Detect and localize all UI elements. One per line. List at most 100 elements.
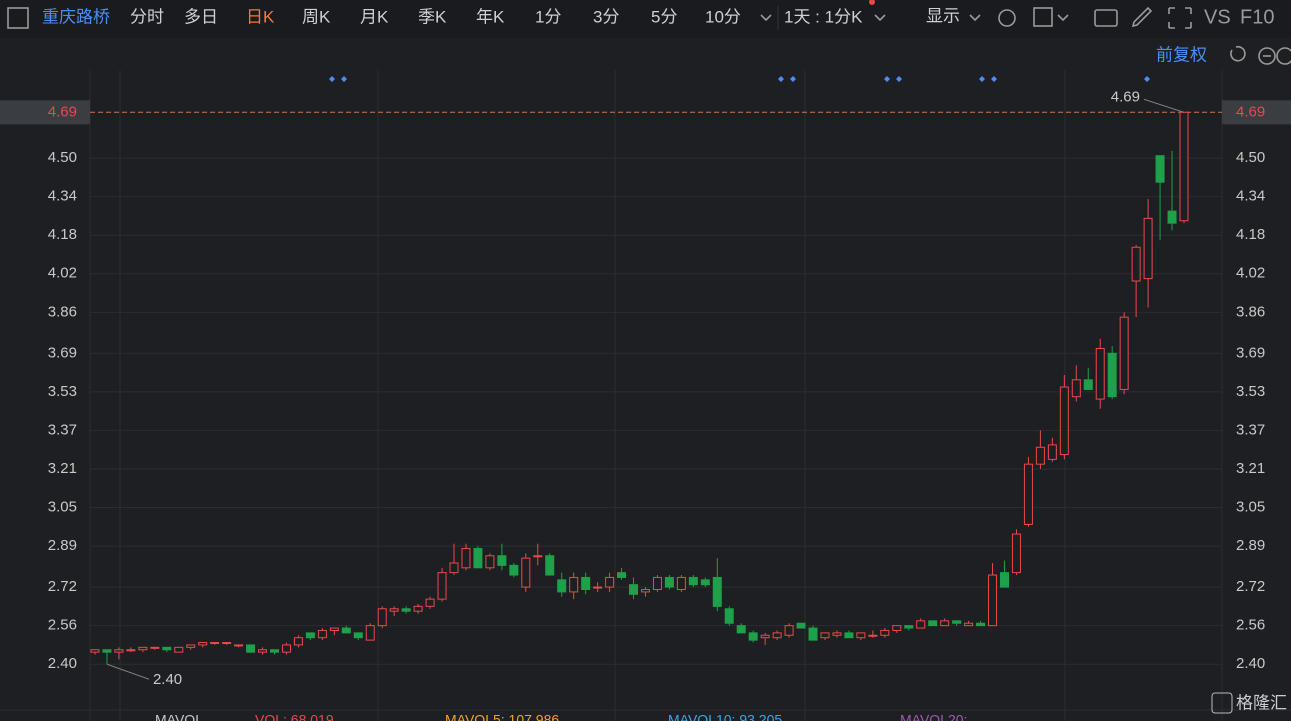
candle-body: [736, 625, 746, 634]
y-tick-label: 2.89: [48, 537, 77, 554]
y-tick-label: 4.02: [1236, 265, 1265, 282]
reset-icon[interactable]: [1230, 45, 1246, 62]
candle-body: [1143, 217, 1153, 280]
candle-body: [844, 632, 854, 639]
candle-body: [808, 627, 818, 641]
candle-body: [1119, 316, 1129, 390]
display[interactable]: 显示: [926, 6, 960, 25]
period[interactable]: 1天 : 1分K: [784, 7, 863, 26]
candle-body: [353, 632, 363, 639]
y-tick-label: 3.21: [48, 460, 77, 477]
chevron[interactable]: [874, 14, 886, 22]
candle-body: [664, 576, 674, 588]
y-tick-label: 4.34: [48, 188, 77, 205]
candle-body: [581, 576, 591, 590]
candle-body: [569, 576, 579, 593]
price-box: [1222, 100, 1291, 125]
candle-body: [150, 646, 160, 649]
candle-body: [102, 649, 112, 653]
candle-body: [928, 620, 938, 627]
candle-body: [365, 625, 375, 641]
candle-body: [1047, 444, 1057, 460]
candle-body: [509, 564, 519, 576]
candle-body: [880, 629, 890, 636]
tab[interactable]: 10分: [705, 7, 741, 26]
y-tick-label: 4.50: [48, 149, 77, 166]
candle-body: [293, 637, 303, 646]
candle-body: [317, 629, 327, 639]
tab[interactable]: 年K: [476, 7, 505, 26]
zoom-out-icon[interactable]: [1258, 47, 1276, 65]
annotation: 2.40: [153, 671, 182, 688]
candle-body: [449, 562, 459, 574]
chevron[interactable]: [760, 14, 772, 22]
candle-body: [629, 584, 639, 595]
candle-body: [820, 632, 830, 639]
candle-body: [114, 649, 124, 653]
adjust[interactable]: 前复权: [1156, 45, 1207, 64]
indicator-name[interactable]: MAVOL: [155, 712, 203, 721]
candle-body: [976, 622, 986, 627]
candle-body: [138, 646, 148, 651]
candle-body: [652, 576, 662, 590]
tab[interactable]: 日K: [246, 7, 275, 26]
tab[interactable]: 5分: [651, 7, 677, 26]
indicator-item: VOL: 68,019: [255, 712, 334, 721]
y-tick-label: 3.53: [1236, 383, 1265, 400]
candle-body: [772, 632, 782, 639]
candle-body: [593, 586, 603, 589]
y-tick-label: 3.86: [48, 303, 77, 320]
y-tick-label: 3.69: [1236, 344, 1265, 361]
candle-body: [90, 649, 100, 653]
stock-name[interactable]: 重庆路桥: [42, 7, 110, 26]
y-tick-label: 2.56: [1236, 617, 1265, 634]
watermark: 格隆汇: [1236, 693, 1287, 712]
f10[interactable]: F10: [1240, 6, 1274, 28]
candle-body: [461, 548, 471, 569]
tab[interactable]: 月K: [360, 7, 389, 26]
candle-body: [126, 649, 136, 652]
fullscreen-icon[interactable]: [1168, 7, 1192, 29]
candle-body: [545, 555, 555, 576]
tab[interactable]: 3分: [593, 7, 619, 26]
candle-body: [234, 644, 244, 647]
y-tick-label: 4.18: [1236, 226, 1265, 243]
y-tick-label: 3.05: [48, 499, 77, 516]
indicator-item: MAVOL10: 93,205: [668, 712, 782, 721]
tab[interactable]: 季K: [418, 7, 447, 26]
candle-body: [1095, 347, 1105, 400]
candle-body: [1011, 533, 1021, 574]
settings-icon[interactable]: [998, 9, 1016, 27]
candle-body: [341, 627, 351, 634]
zoom-in-icon[interactable]: [1276, 47, 1291, 65]
vs[interactable]: VS: [1204, 6, 1231, 28]
indicator-item: MAVOL5: 107,986: [445, 712, 559, 721]
pen-icon[interactable]: [1131, 6, 1153, 28]
candle-body: [832, 632, 842, 636]
tab[interactable]: 分时: [130, 7, 164, 26]
y-tick-label: 3.53: [48, 383, 77, 400]
candle-body: [760, 634, 770, 639]
box-icon[interactable]: [1033, 7, 1053, 27]
event-markers: [329, 76, 1150, 82]
candle-body: [186, 644, 196, 648]
candle-body: [748, 632, 758, 641]
candle-body: [999, 572, 1009, 588]
candle-body: [329, 627, 339, 631]
chevron[interactable]: [1057, 14, 1069, 22]
tab[interactable]: 周K: [302, 7, 331, 26]
toolbar: [0, 0, 1291, 38]
camera-icon[interactable]: [1094, 9, 1118, 27]
tab[interactable]: 多日: [184, 7, 218, 26]
candle-body: [1023, 463, 1033, 525]
menu-icon[interactable]: [7, 7, 29, 29]
candle-body: [258, 649, 268, 653]
candle-body: [617, 572, 627, 578]
candle-body: [940, 620, 950, 627]
candle-body: [1083, 379, 1093, 390]
logo: [1211, 692, 1233, 714]
tab[interactable]: 1分: [535, 7, 561, 26]
y-tick-label: 3.37: [48, 421, 77, 438]
chevron[interactable]: [969, 14, 981, 22]
